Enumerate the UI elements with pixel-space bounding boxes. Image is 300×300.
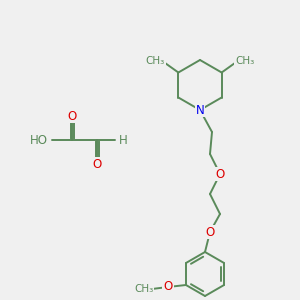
Text: H: H [119, 134, 128, 146]
Text: O: O [92, 158, 102, 170]
Text: CH₃: CH₃ [146, 56, 165, 65]
Text: O: O [163, 280, 172, 293]
Text: N: N [196, 103, 204, 116]
Text: O: O [215, 167, 225, 181]
Text: CH₃: CH₃ [235, 56, 254, 65]
Text: CH₃: CH₃ [134, 284, 154, 294]
Text: O: O [206, 226, 214, 238]
Text: O: O [68, 110, 76, 122]
Text: HO: HO [30, 134, 48, 146]
